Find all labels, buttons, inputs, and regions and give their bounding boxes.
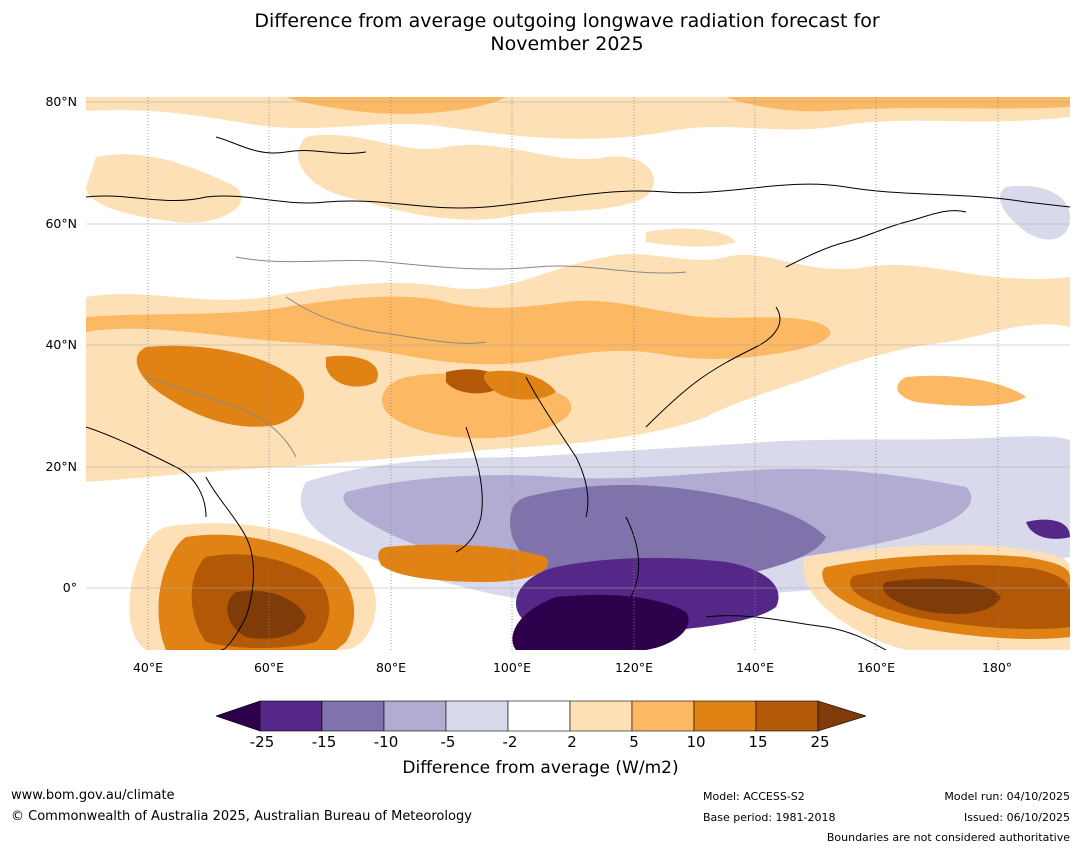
colorbar-tick: 15 bbox=[748, 733, 768, 751]
footer-model: Model: ACCESS-S2 bbox=[703, 790, 805, 803]
anomaly-region bbox=[726, 97, 1070, 112]
colorbar-segment bbox=[631, 700, 695, 732]
anomaly-region bbox=[227, 590, 306, 639]
lon-label-100e: 100°E bbox=[492, 660, 531, 675]
title-line-1: Difference from average outgoing longwav… bbox=[254, 10, 880, 32]
colorbar-segment bbox=[569, 700, 633, 732]
anomaly-region bbox=[286, 97, 506, 114]
anomaly-region bbox=[136, 345, 305, 427]
colorbar-segment bbox=[445, 700, 509, 732]
footer-base-period: Base period: 1981-2018 bbox=[703, 811, 836, 824]
colorbar bbox=[216, 700, 866, 732]
anomaly-region bbox=[646, 228, 736, 247]
colorbar-segment bbox=[507, 700, 571, 732]
colorbar-tick: 5 bbox=[629, 733, 639, 751]
footer-disclaimer: Boundaries are not considered authoritat… bbox=[826, 831, 1070, 844]
colorbar-label: Difference from average (W/m2) bbox=[402, 758, 679, 778]
footer-copyright: © Commonwealth of Australia 2025, Austra… bbox=[11, 809, 472, 824]
anomaly-region bbox=[882, 578, 1001, 614]
coastline bbox=[645, 306, 781, 428]
anomaly-region bbox=[512, 594, 689, 650]
coastline bbox=[215, 136, 367, 154]
colorbar-tick: -25 bbox=[249, 733, 275, 751]
map-title: Difference from average outgoing longwav… bbox=[0, 10, 1081, 56]
lon-label-80e: 80°E bbox=[375, 660, 407, 675]
border bbox=[285, 296, 487, 344]
colorbar-tick: -10 bbox=[373, 733, 399, 751]
anomaly-region bbox=[326, 355, 378, 387]
footer-url[interactable]: www.bom.gov.au/climate bbox=[11, 788, 175, 803]
anomaly-region bbox=[86, 154, 242, 223]
lon-label-180: 180° bbox=[981, 660, 1013, 675]
border bbox=[235, 256, 687, 274]
anomaly-region bbox=[1026, 519, 1070, 539]
lon-label-140e: 140°E bbox=[735, 660, 774, 675]
coastline bbox=[86, 183, 1070, 209]
anomaly-region bbox=[378, 544, 548, 582]
colorbar-tick: -5 bbox=[440, 733, 456, 751]
coastline bbox=[785, 210, 967, 268]
lat-label-80n: 80°N bbox=[45, 94, 77, 109]
lon-label-40e: 40°E bbox=[132, 660, 164, 675]
colorbar-segment bbox=[693, 700, 757, 732]
border bbox=[145, 376, 297, 458]
title-line-2: November 2025 bbox=[490, 33, 644, 55]
coastline bbox=[205, 476, 254, 650]
lon-label-120e: 120°E bbox=[614, 660, 653, 675]
colorbar-tick: 10 bbox=[686, 733, 706, 751]
coastline bbox=[525, 376, 589, 518]
anomaly-map bbox=[86, 97, 1070, 650]
lat-label-60n: 60°N bbox=[45, 216, 77, 231]
lat-label-40n: 40°N bbox=[45, 337, 77, 352]
anomaly-region bbox=[298, 134, 654, 220]
lat-label-20n: 20°N bbox=[45, 459, 77, 474]
anomaly-region bbox=[999, 185, 1070, 240]
footer-issued: Issued: 06/10/2025 bbox=[963, 811, 1070, 824]
lat-label-0: 0° bbox=[62, 580, 77, 595]
colorbar-extend-min bbox=[216, 700, 261, 732]
anomaly-region bbox=[897, 375, 1026, 406]
anomaly-region bbox=[86, 296, 831, 365]
lon-label-160e: 160°E bbox=[856, 660, 895, 675]
colorbar-segment bbox=[383, 700, 447, 732]
colorbar-tick: 25 bbox=[810, 733, 830, 751]
coastline bbox=[455, 426, 483, 553]
colorbar-extend-max bbox=[817, 700, 866, 732]
coastline bbox=[705, 615, 887, 650]
colorbar-segment bbox=[259, 700, 323, 732]
lon-label-60e: 60°E bbox=[253, 660, 285, 675]
colorbar-tick: -15 bbox=[311, 733, 337, 751]
map-panel bbox=[86, 97, 1070, 650]
colorbar-tick: -2 bbox=[502, 733, 518, 751]
colorbar-tick: 2 bbox=[567, 733, 577, 751]
anomaly-region bbox=[484, 370, 556, 400]
colorbar-segment bbox=[755, 700, 819, 732]
colorbar-segment bbox=[321, 700, 385, 732]
footer-model-run: Model run: 04/10/2025 bbox=[944, 790, 1070, 803]
